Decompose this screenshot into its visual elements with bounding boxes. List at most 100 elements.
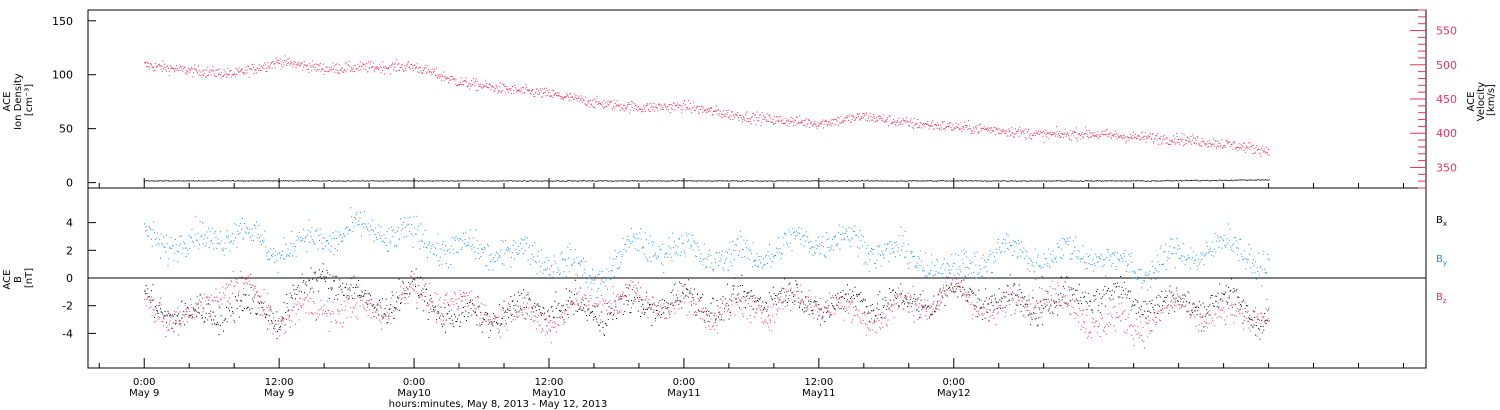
top-point <box>375 66 377 68</box>
bottom-point <box>648 307 650 309</box>
top-point <box>401 64 403 66</box>
top-point <box>346 180 348 182</box>
top-point <box>289 63 291 65</box>
bottom-point <box>220 315 222 317</box>
top-point <box>454 83 456 85</box>
bottom-point <box>894 295 896 297</box>
bottom-point <box>787 302 788 303</box>
top-point <box>153 180 154 182</box>
bottom-point <box>1100 298 1102 299</box>
top-point <box>414 180 416 182</box>
bottom-point <box>400 302 402 304</box>
top-point <box>239 70 241 72</box>
top-point <box>1268 149 1269 150</box>
bottom-point <box>273 247 275 249</box>
top-point <box>1184 143 1186 145</box>
top-point <box>703 180 705 182</box>
top-point <box>462 81 464 83</box>
top-point <box>1041 180 1042 182</box>
top-point <box>283 180 284 181</box>
bottom-point <box>1181 304 1183 306</box>
bottom-point <box>533 256 535 258</box>
top-point <box>1162 180 1164 182</box>
bottom-point <box>1083 297 1085 299</box>
top-point <box>1081 133 1083 135</box>
bottom-point <box>1217 292 1219 294</box>
bottom-point <box>576 256 578 258</box>
bottom-point <box>377 232 379 234</box>
top-point <box>722 114 724 116</box>
top-point <box>1026 138 1028 140</box>
top-point <box>314 180 316 182</box>
bottom-point <box>287 248 289 250</box>
bottom-point <box>757 301 759 303</box>
bottom-point <box>584 272 586 274</box>
top-point <box>518 90 519 92</box>
bottom-point <box>735 298 737 300</box>
bottom-point <box>991 295 993 297</box>
bottom-point <box>1191 309 1193 311</box>
top-point <box>1242 146 1244 148</box>
top-point <box>909 120 911 122</box>
bottom-point <box>333 254 335 256</box>
bottom-point <box>172 315 174 317</box>
top-point <box>511 92 513 94</box>
bottom-point <box>326 240 328 241</box>
top-point <box>772 118 774 120</box>
top-point <box>190 68 192 70</box>
bottom-point <box>760 297 761 299</box>
bottom-point <box>273 327 275 329</box>
bottom-point <box>316 280 318 282</box>
bottom-point <box>329 235 331 237</box>
bottom-point <box>933 295 935 297</box>
top-point <box>744 119 746 121</box>
bottom-point <box>1112 298 1114 300</box>
top-point <box>649 180 651 182</box>
bottom-point <box>1000 307 1002 309</box>
bottom-point <box>404 297 406 299</box>
bottom-point <box>599 270 601 272</box>
bottom-point <box>457 251 459 253</box>
bottom-point <box>297 236 299 237</box>
bottom-point <box>224 242 226 244</box>
bottom-point <box>277 320 279 322</box>
top-point <box>657 110 659 112</box>
top-point <box>469 83 471 85</box>
bottom-point <box>753 295 755 297</box>
top-point <box>689 107 691 109</box>
top-point <box>441 79 443 81</box>
top-point <box>735 180 737 182</box>
top-point <box>1204 180 1206 182</box>
x-tick-day: May10 <box>397 388 430 399</box>
top-point <box>170 68 172 70</box>
top-point <box>934 180 936 182</box>
bottom-point <box>539 305 541 307</box>
top-point <box>501 91 503 93</box>
bottom-point <box>207 237 209 239</box>
bottom-point <box>1211 295 1213 297</box>
top-point <box>1206 143 1208 145</box>
bottom-point <box>870 305 872 307</box>
bottom-point <box>514 258 515 260</box>
top-point <box>889 115 891 117</box>
top-point <box>707 108 709 110</box>
top-point <box>431 68 433 70</box>
bottom-point <box>497 322 499 324</box>
bottom-point <box>420 223 422 225</box>
bottom-point <box>563 319 565 321</box>
bottom-point <box>1222 293 1224 295</box>
top-point <box>770 121 772 123</box>
bottom-point <box>354 292 356 294</box>
bottom-point <box>274 255 276 257</box>
top-point <box>363 64 364 66</box>
top-point <box>1161 180 1162 182</box>
bottom-point <box>643 247 644 249</box>
top-point <box>1056 131 1058 133</box>
top-point <box>1086 136 1088 137</box>
top-point <box>547 94 549 96</box>
top-point <box>528 180 530 182</box>
top-point <box>536 180 538 182</box>
bottom-point <box>534 241 536 243</box>
top-point <box>1021 130 1023 132</box>
top-point <box>1234 179 1236 181</box>
